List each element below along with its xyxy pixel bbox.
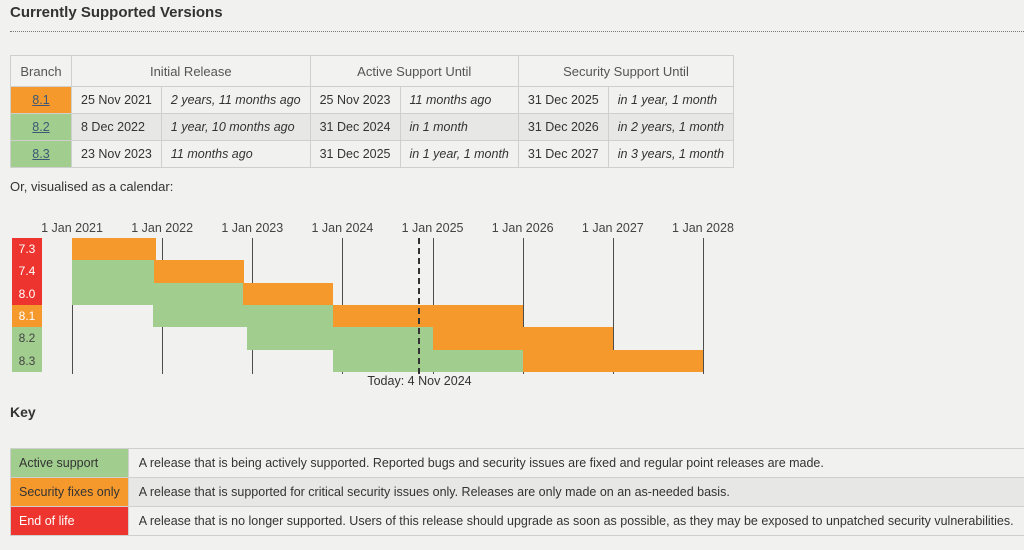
- key-heading: Key: [10, 404, 36, 420]
- key-row: Active support A release that is being ac…: [10, 448, 1024, 478]
- cell-active_until: 31 Dec 2024: [309, 113, 401, 141]
- cell-security_until_rel: in 3 years, 1 month: [607, 140, 735, 168]
- calendar-bar-security: [522, 349, 703, 372]
- calendar-bar-security: [243, 282, 334, 305]
- cell-initial_release_rel: 2 years, 11 months ago: [160, 86, 311, 114]
- key-label-active: Active support: [10, 448, 129, 478]
- cell-active_until_rel: in 1 year, 1 month: [399, 140, 519, 168]
- cell-active_until_rel: in 1 month: [399, 113, 519, 141]
- branch-link-8.1[interactable]: 8.1: [32, 93, 50, 107]
- year-label: 1 Jan 2021: [41, 221, 103, 235]
- calendar-bar-active: [246, 327, 433, 350]
- calendar-bar-security: [153, 260, 244, 283]
- cell-security_until_rel: in 2 years, 1 month: [607, 113, 735, 141]
- calendar-bar-active: [152, 304, 334, 328]
- support-calendar-chart: 1 Jan 2021 1 Jan 2022 1 Jan 2023 1 Jan 2024…: [0, 212, 1024, 394]
- calendar-bar-active: [332, 349, 523, 372]
- cell-initial_release: 25 Nov 2021: [71, 86, 162, 114]
- support-table-header-row: Branch Initial Release Active Support Un…: [10, 55, 735, 87]
- year-gridline: [612, 238, 614, 374]
- table-row: 8.2 8 Dec 2022 1 year, 10 months ago 31 Dec…: [10, 113, 735, 141]
- version-row-label: 7.3: [12, 238, 42, 261]
- cell-initial_release: 23 Nov 2023: [71, 140, 162, 168]
- version-row-label: 8.3: [12, 349, 42, 372]
- key-description: A release that is being actively support…: [127, 448, 1024, 478]
- year-gridline: [522, 238, 524, 374]
- calendar-bar-security: [333, 304, 523, 328]
- cell-active_until: 25 Nov 2023: [309, 86, 401, 114]
- col-header-initial-release: Initial Release: [71, 55, 311, 87]
- key-row: Security fixes only A release that is sup…: [10, 477, 1024, 507]
- calendar-bar-active: [72, 260, 154, 283]
- col-header-branch: Branch: [10, 55, 72, 87]
- year-label: 1 Jan 2022: [131, 221, 194, 235]
- branch-link-8.3[interactable]: 8.3: [32, 147, 50, 161]
- cell-security_until_rel: in 1 year, 1 month: [607, 86, 735, 114]
- key-table: Active support A release that is being ac…: [10, 448, 1024, 536]
- cell-initial_release: 8 Dec 2022: [71, 113, 162, 141]
- year-label: 1 Jan 2028: [672, 221, 734, 235]
- year-label: 1 Jan 2023: [221, 221, 284, 235]
- year-label: 1 Jan 2025: [401, 221, 464, 235]
- today-label: Today: 4 Nov 2024: [367, 374, 472, 388]
- col-header-active-support: Active Support Until: [309, 55, 519, 87]
- support-table: Branch Initial Release Active Support Un…: [10, 55, 735, 168]
- version-row-label: 8.1: [12, 304, 42, 328]
- branch-cell: 8.1: [10, 86, 72, 114]
- calendar-intro-text: Or, visualised as a calendar:: [10, 179, 174, 194]
- version-row-label: 8.0: [12, 282, 42, 305]
- cell-active_until: 31 Dec 2025: [309, 140, 401, 168]
- calendar-bar-active: [72, 282, 244, 305]
- cell-security_until: 31 Dec 2027: [517, 140, 609, 168]
- key-table-body: Active support A release that is being ac…: [10, 448, 1024, 536]
- key-row: End of life A release that is no longer s…: [10, 506, 1024, 536]
- branch-cell: 8.3: [10, 140, 72, 168]
- cell-active_until_rel: 11 months ago: [399, 86, 519, 114]
- cell-security_until: 31 Dec 2025: [517, 86, 609, 114]
- page-title: Currently Supported Versions: [10, 4, 1024, 32]
- cell-initial_release_rel: 11 months ago: [160, 140, 311, 168]
- support-table-body: 8.1 25 Nov 2021 2 years, 11 months ago 25 N…: [10, 86, 735, 168]
- cell-initial_release_rel: 1 year, 10 months ago: [160, 113, 311, 141]
- today-line: [418, 238, 421, 374]
- cell-security_until: 31 Dec 2026: [517, 113, 609, 141]
- table-row: 8.3 23 Nov 2023 11 months ago 31 Dec 2025 in…: [10, 140, 735, 168]
- version-row-label: 8.2: [12, 327, 42, 350]
- year-gridline: [702, 238, 704, 374]
- year-label: 1 Jan 2024: [311, 221, 374, 235]
- key-label-security: Security fixes only: [10, 477, 129, 507]
- branch-link-8.2[interactable]: 8.2: [32, 120, 50, 134]
- year-gridline: [72, 238, 73, 374]
- col-header-security-support: Security Support Until: [517, 55, 735, 87]
- year-label: 1 Jan 2027: [581, 221, 644, 235]
- version-row-label: 7.4: [12, 260, 42, 283]
- calendar-bar-security: [72, 238, 156, 261]
- table-row: 8.1 25 Nov 2021 2 years, 11 months ago 25 N…: [10, 86, 735, 114]
- year-label: 1 Jan 2026: [491, 221, 554, 235]
- key-description: A release that is supported for critical…: [127, 477, 1024, 507]
- branch-cell: 8.2: [10, 113, 72, 141]
- calendar-bar-security: [432, 327, 613, 350]
- key-description: A release that is no longer supported. U…: [127, 506, 1024, 536]
- key-label-eol: End of life: [10, 506, 129, 536]
